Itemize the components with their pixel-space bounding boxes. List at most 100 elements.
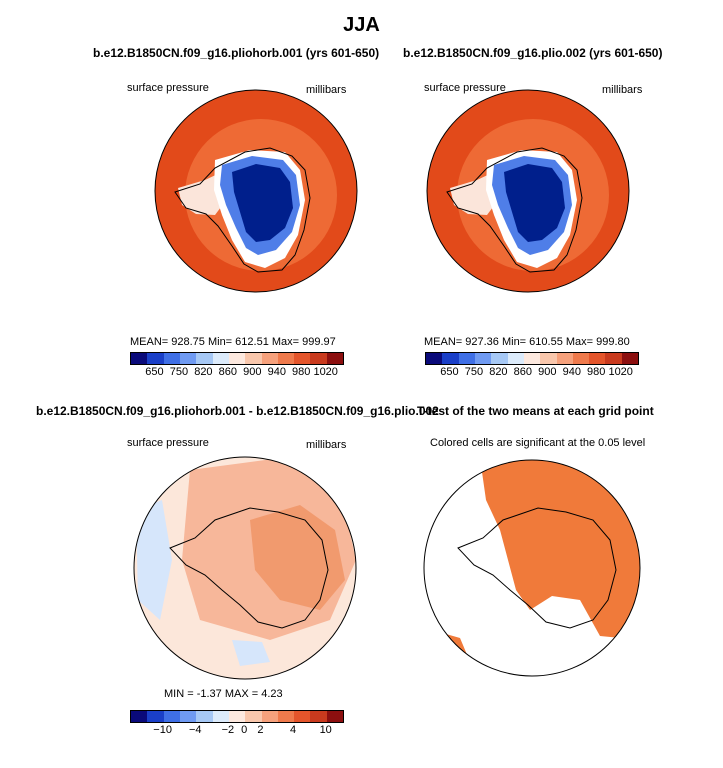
colorbar-tick-label: 0 bbox=[241, 724, 248, 736]
colorbar-swatch bbox=[261, 353, 278, 364]
diff-negative-region bbox=[136, 500, 172, 620]
colorbar-swatch bbox=[131, 353, 148, 364]
panel3-title: b.e12.B1850CN.f09_g16.pliohorb.001 - b.e… bbox=[36, 404, 439, 418]
colorbar-tick-label: −2 bbox=[221, 724, 235, 736]
colorbar-tick-label: 750 bbox=[464, 366, 484, 378]
colorbar-swatch bbox=[540, 353, 557, 364]
map-boundary bbox=[426, 89, 630, 293]
panel3-colorbar bbox=[130, 710, 344, 723]
colorbar-swatch bbox=[163, 353, 180, 364]
panel4-title: T-test of the two means at each grid poi… bbox=[417, 404, 654, 418]
colorbar-swatch bbox=[163, 711, 180, 722]
antarctica-coastline bbox=[446, 147, 583, 273]
colorbar-swatch bbox=[442, 353, 459, 364]
colorbar-swatch bbox=[179, 353, 197, 364]
colorbar-swatch bbox=[326, 711, 344, 722]
figure-title: JJA bbox=[343, 14, 380, 36]
panel2-stats: MEAN= 927.36 Min= 610.55 Max= 999.80 bbox=[424, 336, 630, 348]
map-boundary bbox=[133, 456, 357, 680]
panel4-subtitle: Colored cells are significant at the 0.0… bbox=[430, 437, 646, 449]
colorbar-swatch bbox=[212, 711, 229, 722]
colorbar-tick-label: 860 bbox=[513, 366, 533, 378]
colorbar-tick-label: 820 bbox=[489, 366, 508, 378]
panel2-units-label: millibars bbox=[602, 84, 643, 96]
colorbar-tick-label: 1020 bbox=[313, 366, 338, 378]
colorbar-tick-label: 820 bbox=[194, 366, 213, 378]
colorbar-tick-label: 1020 bbox=[608, 366, 633, 378]
colorbar-tick-label: 980 bbox=[292, 366, 311, 378]
colorbar-swatch bbox=[277, 711, 295, 722]
panel2-variable-label: surface pressure bbox=[424, 82, 506, 94]
colorbar-tick-label: 750 bbox=[169, 366, 189, 378]
colorbar-swatch bbox=[261, 711, 278, 722]
map-boundary bbox=[423, 459, 641, 677]
colorbar-tick-label: 860 bbox=[218, 366, 238, 378]
panel3-variable-label: surface pressure bbox=[127, 437, 209, 449]
colorbar-tick-label: 4 bbox=[290, 724, 297, 736]
colorbar-tick-label: −10 bbox=[153, 724, 172, 736]
colorbar-swatch bbox=[147, 353, 164, 364]
colorbar-tick-label: 650 bbox=[145, 366, 164, 378]
diff-negative-region-south bbox=[232, 640, 270, 666]
colorbar-swatch bbox=[556, 353, 573, 364]
colorbar-swatch bbox=[147, 711, 164, 722]
ice-sheet-high bbox=[504, 164, 565, 242]
colorbar-swatch bbox=[326, 353, 344, 364]
panel1-units-label: millibars bbox=[306, 84, 347, 96]
colorbar-tick-label: 650 bbox=[440, 366, 459, 378]
colorbar-swatch bbox=[245, 711, 262, 722]
ice-sheet-high bbox=[232, 164, 293, 242]
colorbar-tick-label: −4 bbox=[188, 724, 202, 736]
diff-strong-positive-region bbox=[250, 505, 345, 610]
colorbar-swatch bbox=[179, 711, 197, 722]
colorbar-swatch bbox=[228, 353, 246, 364]
colorbar-swatch bbox=[228, 711, 246, 722]
antarctica-coastline bbox=[169, 507, 329, 629]
colorbar-tick-label: 980 bbox=[587, 366, 606, 378]
colorbar-swatch bbox=[605, 353, 622, 364]
panel1-stats: MEAN= 928.75 Min= 612.51 Max= 999.97 bbox=[130, 336, 336, 348]
colorbar-swatch bbox=[294, 711, 311, 722]
panel2-colorbar bbox=[425, 352, 639, 365]
colorbar-swatch bbox=[507, 353, 524, 364]
significant-region bbox=[480, 460, 640, 640]
colorbar-swatch bbox=[523, 353, 541, 364]
colorbar-swatch bbox=[589, 353, 606, 364]
colorbar-swatch bbox=[245, 353, 262, 364]
colorbar-swatch bbox=[131, 711, 148, 722]
colorbar-tick-label: 900 bbox=[243, 366, 262, 378]
colorbar-tick-label: 2 bbox=[257, 724, 264, 736]
colorbar-swatch bbox=[196, 353, 213, 364]
panel3-stats: MIN = -1.37 MAX = 4.23 bbox=[164, 688, 283, 700]
colorbar-tick-label: 940 bbox=[562, 366, 581, 378]
colorbar-swatch bbox=[621, 353, 639, 364]
colorbar-swatch bbox=[572, 353, 590, 364]
colorbar-tick-label: 940 bbox=[267, 366, 286, 378]
panel3-units-label: millibars bbox=[306, 439, 347, 451]
colorbar-swatch bbox=[294, 353, 311, 364]
panel1-colorbar bbox=[130, 352, 344, 365]
colorbar-swatch bbox=[277, 353, 295, 364]
panel2-title: b.e12.B1850CN.f09_g16.plio.002 (yrs 601-… bbox=[403, 46, 663, 60]
panel1-colorbar-ticks: 650 750 820 860 900 940 980 1020 bbox=[130, 366, 342, 378]
colorbar-swatch bbox=[212, 353, 229, 364]
panel1-variable-label: surface pressure bbox=[127, 82, 209, 94]
panel3-colorbar-ticks: −10 −4 −2 0 2 4 10 bbox=[130, 724, 342, 736]
colorbar-swatch bbox=[474, 353, 492, 364]
colorbar-swatch bbox=[426, 353, 443, 364]
colorbar-swatch bbox=[310, 353, 327, 364]
colorbar-swatch bbox=[310, 711, 327, 722]
colorbar-tick-label: 900 bbox=[538, 366, 557, 378]
map-boundary bbox=[154, 89, 358, 293]
colorbar-swatch bbox=[491, 353, 508, 364]
panel2-colorbar-ticks: 650 750 820 860 900 940 980 1020 bbox=[425, 366, 637, 378]
colorbar-swatch bbox=[458, 353, 475, 364]
antarctica-coastline bbox=[457, 507, 617, 629]
colorbar-swatch bbox=[196, 711, 213, 722]
antarctica-coastline bbox=[174, 147, 311, 273]
panel1-title: b.e12.B1850CN.f09_g16.pliohorb.001 (yrs … bbox=[93, 46, 380, 60]
